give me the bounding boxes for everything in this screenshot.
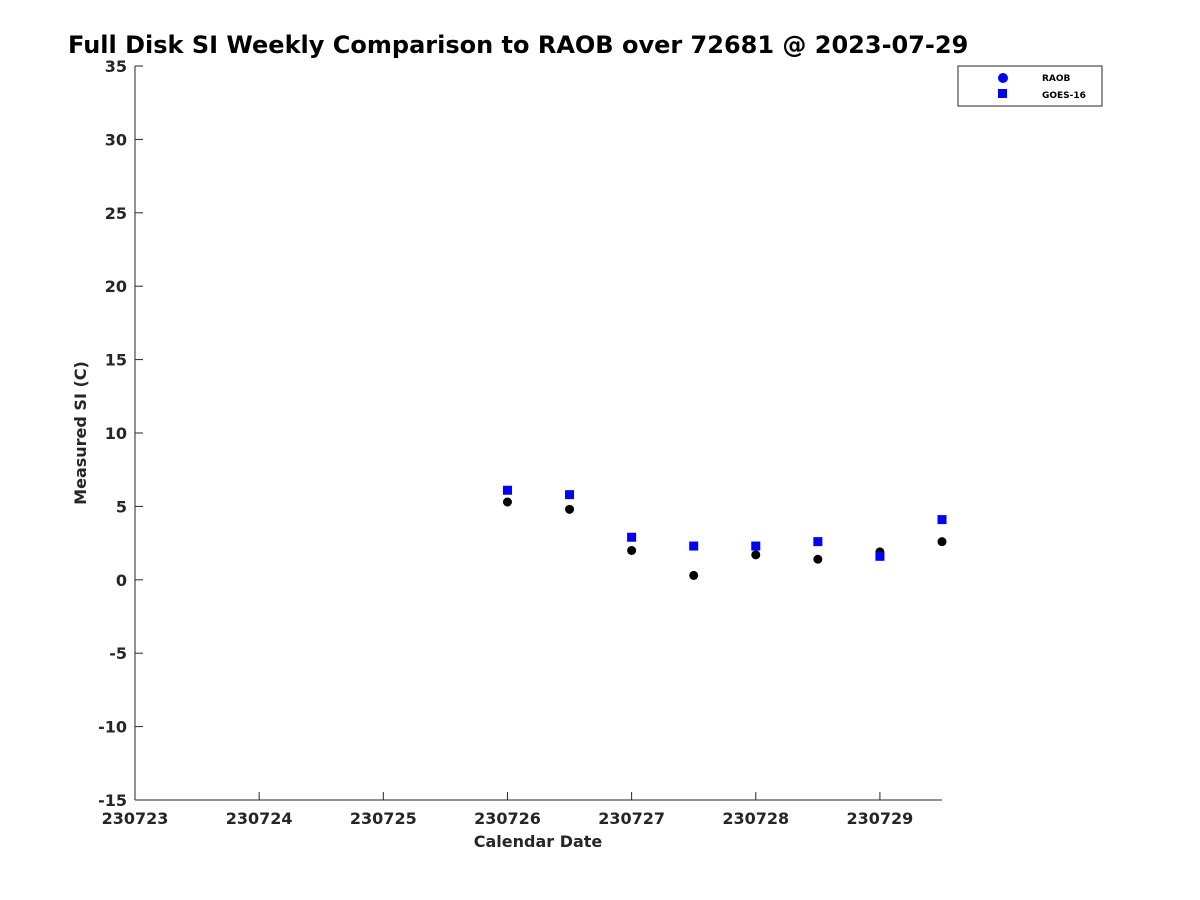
goes16-point (502, 485, 512, 495)
raob-point (689, 570, 699, 580)
goes16-point (813, 537, 823, 547)
legend: RAOB GOES-16 (957, 65, 1103, 107)
raob-point (813, 554, 823, 564)
raob-point (502, 497, 512, 507)
y-tick-label: 30 (105, 130, 127, 149)
data-points (502, 485, 947, 580)
x-tick-label: 230725 (350, 809, 417, 828)
raob-point (937, 537, 947, 547)
legend-box (957, 65, 1103, 107)
y-tick-label: 0 (116, 571, 127, 590)
x-tick-label: 230723 (102, 809, 169, 828)
goes16-point (565, 490, 575, 500)
x-tick-label: 230724 (226, 809, 293, 828)
y-axis-ticks: -15 -10 -5 0 5 10 15 20 25 30 35 (98, 57, 143, 810)
raob-point (627, 545, 637, 555)
y-tick-label: 15 (105, 351, 127, 370)
legend-goes16-marker (998, 89, 1007, 98)
y-tick-label: 10 (105, 424, 127, 443)
y-tick-label: 25 (105, 204, 127, 223)
x-tick-label: 230727 (598, 809, 665, 828)
raob-point (751, 550, 761, 560)
y-tick-label: -10 (98, 718, 127, 737)
legend-raob-marker (998, 73, 1008, 83)
x-tick-label: 230729 (847, 809, 914, 828)
x-tick-label: 230726 (474, 809, 541, 828)
x-axis-ticks: 230723 230724 230725 230726 230727 230728 2307… (102, 792, 914, 828)
goes16-point (751, 541, 761, 551)
y-tick-label: -5 (109, 644, 127, 663)
goes16-point (689, 541, 699, 551)
goes16-point (627, 532, 637, 542)
legend-goes16-label: GOES-16 (1042, 91, 1086, 101)
goes16-point (937, 515, 947, 525)
y-tick-label: -15 (98, 791, 127, 810)
x-tick-label: 230728 (722, 809, 789, 828)
goes16-point (875, 551, 885, 561)
raob-point (565, 504, 575, 514)
y-axis-label: Measured SI (C) (71, 361, 90, 505)
chart-title: Full Disk SI Weekly Comparison to RAOB o… (68, 31, 968, 59)
legend-raob-label: RAOB (1042, 74, 1071, 84)
y-tick-label: 35 (105, 57, 127, 76)
x-axis-label: Calendar Date (474, 832, 603, 851)
y-tick-label: 5 (116, 497, 127, 516)
y-tick-label: 20 (105, 277, 127, 296)
